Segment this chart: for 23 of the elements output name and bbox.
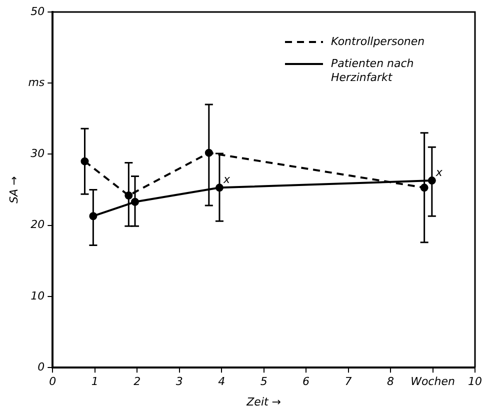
x-tick-label: 6 <box>302 375 310 388</box>
x-axis-title: Zeit → <box>246 395 282 408</box>
x-tick-label: 4 <box>218 375 226 388</box>
y-tick-label: 0 <box>38 360 45 374</box>
x-tick-label: 2 <box>134 375 141 388</box>
x-tick-label: Wochen <box>410 375 455 388</box>
y-tick-label: ms <box>28 76 45 89</box>
annotation: x <box>434 166 443 179</box>
x-tick-label: 7 <box>344 375 352 388</box>
x-tick-label: 8 <box>387 375 394 388</box>
x-tick-label: 10 <box>468 375 482 388</box>
legend-label: Kontrollpersonen <box>331 34 425 48</box>
x-tick-label: 5 <box>260 375 268 388</box>
legend-label: Patienten nach Herzinfarkt <box>331 56 414 84</box>
annotation: x <box>222 173 230 186</box>
y-axis-title: SA → <box>7 176 20 204</box>
x-tick-label: 1 <box>91 375 98 388</box>
y-tick-label: 50 <box>30 4 45 18</box>
y-tick-label: 10 <box>30 289 45 302</box>
x-tick-label: 0 <box>49 375 56 388</box>
x-tick-label: 3 <box>176 375 183 388</box>
y-tick-label: 20 <box>30 218 45 232</box>
y-tick-label: 30 <box>30 147 45 160</box>
